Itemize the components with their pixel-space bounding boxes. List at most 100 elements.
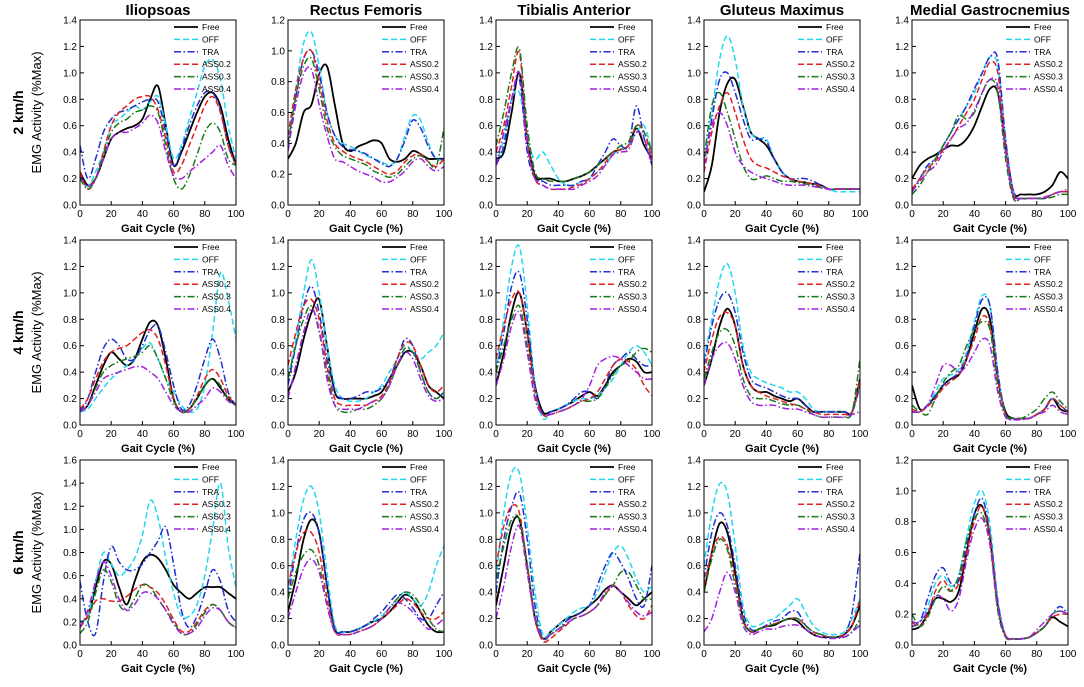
- legend-label-ass0-2: ASS0.2: [1034, 279, 1063, 289]
- legend-label-ass0-4: ASS0.4: [826, 304, 855, 314]
- plot-frame: [79, 19, 237, 206]
- series-line-free: [288, 63, 444, 163]
- x-tick-label: 0: [909, 429, 915, 440]
- x-tick-label: 60: [584, 649, 596, 660]
- y-tick-label: 1.2: [895, 456, 909, 467]
- series-line-ass0-3: [704, 538, 860, 639]
- series-line-tra: [496, 270, 652, 417]
- x-tick-label: 20: [730, 649, 742, 660]
- y-tick-label: 0.4: [63, 368, 77, 379]
- x-tick-label: 20: [730, 209, 742, 220]
- x-tick-label: 20: [522, 209, 534, 220]
- legend-label-off: OFF: [410, 254, 427, 264]
- y-tick-label: 1.0: [479, 508, 493, 519]
- legend-label-ass0-2: ASS0.2: [1034, 499, 1063, 509]
- y-tick-label: 1.4: [63, 16, 77, 27]
- legend-label-off: OFF: [202, 474, 219, 484]
- x-tick-label: 100: [852, 649, 869, 660]
- column-titles: Iliopsoas Rectus Femoris Tibialis Anterior…: [125, 2, 1070, 19]
- y-tick-label: 1.4: [895, 236, 909, 247]
- x-axis-label: Gait Cycle (%): [329, 443, 403, 455]
- y-tick-label: 1.4: [63, 479, 77, 490]
- y-tick-label: 1.0: [63, 68, 77, 79]
- legend-label-ass0-3: ASS0.3: [826, 512, 855, 522]
- panel-medial-gastrocnemius-4-km-h: 0.0 0.2 0.4 0.6 0.8 1.0 1.2 1.4 0 20 40 60 80 100 Gait…: [895, 236, 1077, 456]
- series-line-free: [704, 307, 860, 416]
- y-tick-label: 0.6: [687, 121, 701, 132]
- y-tick-label: 0.2: [271, 614, 285, 625]
- series-line-off: [912, 489, 1068, 641]
- legend-label-ass0-2: ASS0.2: [618, 59, 647, 69]
- x-tick-label: 40: [345, 209, 357, 220]
- y-tick-label: 0.0: [687, 421, 701, 432]
- legend: Free OFF TRA ASS0.2 ASS0.3 ASS0.4: [382, 22, 439, 94]
- legend: Free OFF TRA ASS0.2 ASS0.3 ASS0.4: [590, 22, 647, 94]
- y-tick-label: 1.2: [63, 502, 77, 513]
- legend-label-ass0-3: ASS0.3: [202, 292, 231, 302]
- legend-label-tra: TRA: [1034, 487, 1051, 497]
- x-tick-label: 80: [199, 429, 211, 440]
- y-tick-label: 0.4: [479, 588, 493, 599]
- x-axis-label: Gait Cycle (%): [537, 443, 611, 455]
- y-tick-label: 0.0: [271, 201, 285, 212]
- legend-label-tra: TRA: [826, 47, 843, 57]
- y-tick-label: 0.2: [895, 610, 909, 621]
- legend-label-tra: TRA: [618, 47, 635, 57]
- series-line-ass0-4: [704, 341, 860, 419]
- legend-label-off: OFF: [826, 474, 843, 484]
- plot-frame: [703, 459, 861, 646]
- series-line-off: [496, 244, 652, 421]
- y-tick-label: 0.4: [479, 368, 493, 379]
- y-tick-label: 0.0: [895, 641, 909, 652]
- x-tick-label: 40: [969, 429, 981, 440]
- legend-label-off: OFF: [410, 474, 427, 484]
- y-tick-label: 0.6: [271, 561, 285, 572]
- legend: Free OFF TRA ASS0.2 ASS0.3 ASS0.4: [1006, 462, 1063, 534]
- y-tick-label: 1.2: [895, 42, 909, 53]
- x-tick-label: 40: [137, 209, 149, 220]
- y-tick-label: 0.4: [687, 368, 701, 379]
- y-tick-label: 1.4: [895, 16, 909, 27]
- x-tick-label: 60: [792, 209, 804, 220]
- y-tick-label: 0.0: [63, 421, 77, 432]
- x-tick-label: 20: [314, 429, 326, 440]
- legend-label-ass0-4: ASS0.4: [410, 304, 439, 314]
- plot-frame: [703, 19, 861, 206]
- series-line-ass0-3: [80, 344, 236, 413]
- legend-label-ass0-2: ASS0.2: [202, 279, 231, 289]
- x-tick-label: 40: [345, 429, 357, 440]
- legend-label-free: Free: [826, 242, 844, 252]
- series-lines: [288, 30, 444, 184]
- y-tick-label: 1.2: [687, 262, 701, 273]
- x-axis-label: Gait Cycle (%): [745, 223, 819, 235]
- series-line-tra: [704, 71, 860, 191]
- y-tick-label: 0.8: [479, 95, 493, 106]
- y-tick-label: 0.0: [271, 641, 285, 652]
- y-tick-label: 0.8: [895, 95, 909, 106]
- legend-label-free: Free: [1034, 462, 1052, 472]
- x-tick-label: 100: [436, 429, 453, 440]
- y-tick-label: 0.8: [63, 95, 77, 106]
- x-axis-label: Gait Cycle (%): [121, 443, 195, 455]
- y-tick-label: 0.8: [63, 315, 77, 326]
- series-line-ass0-2: [912, 314, 1068, 420]
- plot-frame: [495, 239, 653, 426]
- y-tick-label: 0.6: [479, 341, 493, 352]
- series-line-ass0-2: [496, 290, 652, 417]
- column-title-iliopsoas: Iliopsoas: [125, 2, 190, 19]
- series-line-tra: [80, 323, 236, 413]
- series-line-off: [704, 481, 860, 636]
- y-tick-label: 0.4: [63, 594, 77, 605]
- series-line-ass0-4: [496, 310, 652, 417]
- plot-frame: [287, 239, 445, 426]
- series-line-ass0-4: [288, 558, 444, 636]
- y-tick-label: 1.4: [271, 456, 285, 467]
- legend-label-tra: TRA: [410, 267, 427, 277]
- series-line-ass0-4: [704, 571, 860, 640]
- column-title-gluteus-maximus: Gluteus Maximus: [720, 2, 844, 19]
- y-tick-label: 1.4: [687, 16, 701, 27]
- x-axis-label: Gait Cycle (%): [953, 443, 1027, 455]
- x-tick-label: 60: [376, 429, 388, 440]
- series-line-ass0-2: [912, 60, 1068, 201]
